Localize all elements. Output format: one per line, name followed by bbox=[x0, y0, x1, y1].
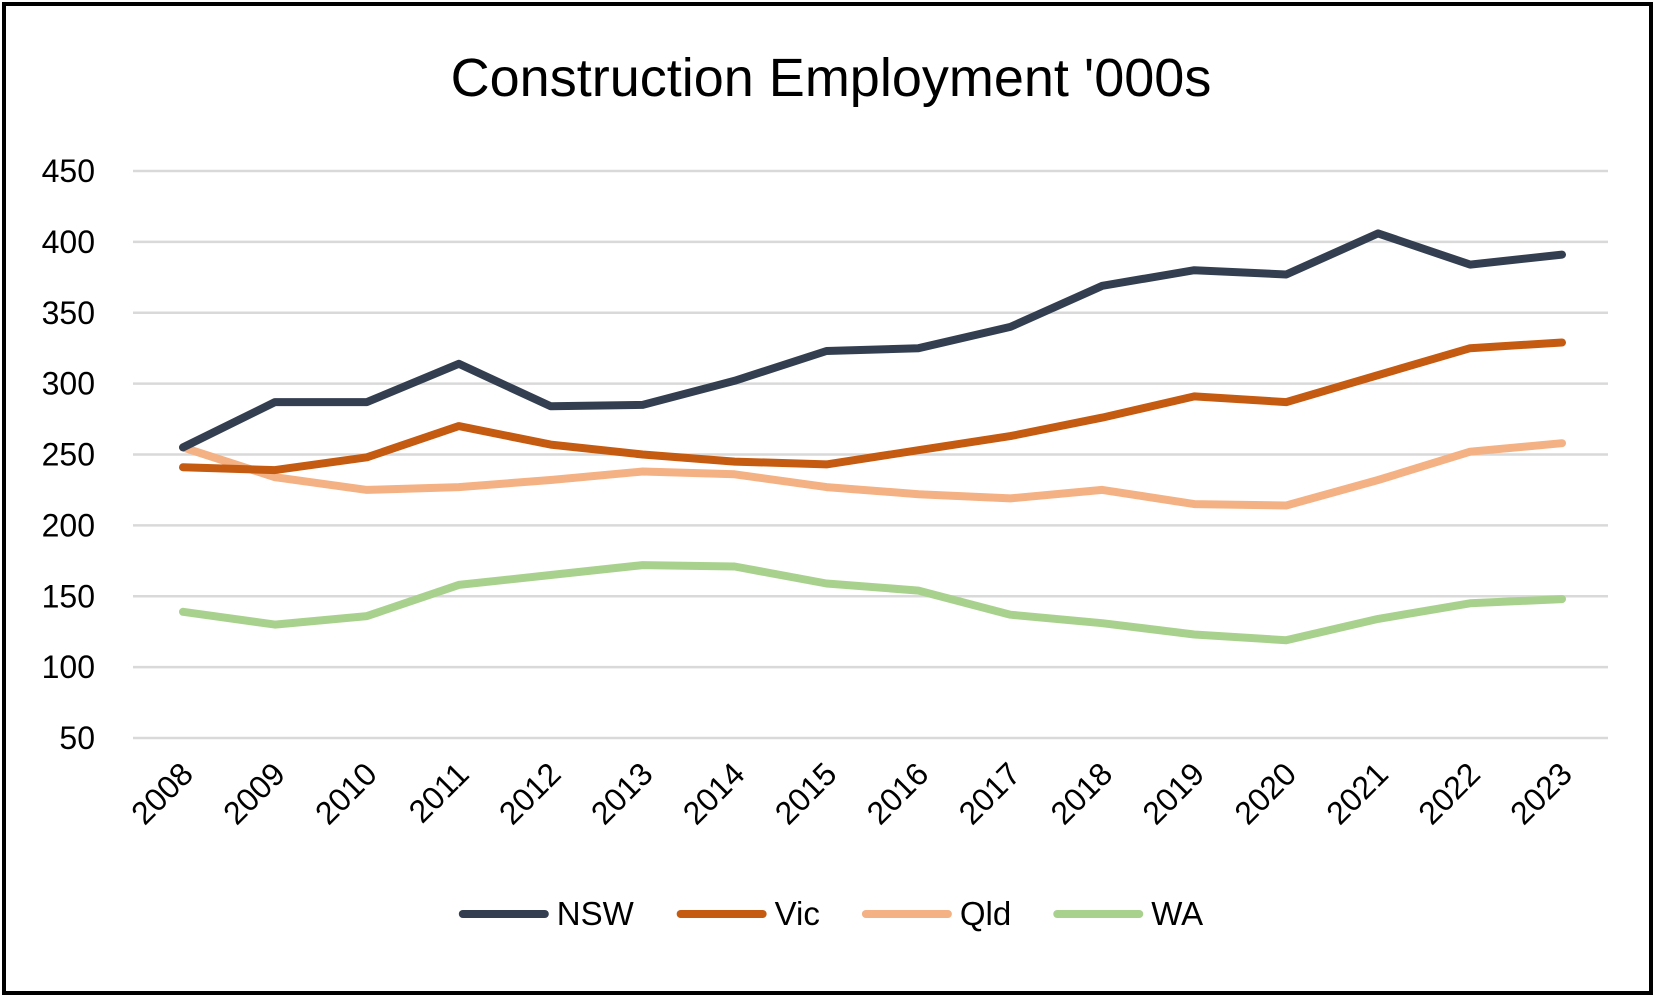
x-tick-label: 2008 bbox=[124, 755, 200, 831]
series-line-nsw bbox=[179, 229, 1566, 452]
legend-label: Qld bbox=[960, 895, 1011, 932]
y-tick-label: 250 bbox=[42, 437, 95, 473]
x-tick-label: 2015 bbox=[768, 755, 844, 831]
y-tick-label: 350 bbox=[42, 295, 95, 331]
legend-label: NSW bbox=[557, 895, 635, 932]
legend-label: WA bbox=[1151, 895, 1203, 932]
x-tick-label: 2020 bbox=[1227, 755, 1303, 831]
y-tick-label: 450 bbox=[42, 153, 95, 189]
x-tick-label: 2013 bbox=[584, 755, 660, 831]
y-tick-label: 300 bbox=[42, 366, 95, 402]
x-tick-label: 2011 bbox=[402, 755, 476, 829]
legend-item-nsw: NSW bbox=[458, 895, 635, 932]
legend-item-qld: Qld bbox=[861, 895, 1011, 932]
y-tick-label: 100 bbox=[42, 649, 95, 685]
x-tick-label: 2014 bbox=[676, 755, 752, 831]
x-tick-label: 2012 bbox=[492, 755, 568, 831]
x-tick-label: 2018 bbox=[1043, 755, 1119, 831]
legend-label: Vic bbox=[775, 895, 820, 932]
series-line-qld bbox=[179, 439, 1566, 510]
x-tick-label: 2010 bbox=[308, 755, 384, 831]
x-tick-label: 2021 bbox=[1319, 755, 1395, 831]
y-tick-label: 150 bbox=[42, 578, 95, 614]
x-tick-label: 2019 bbox=[1135, 755, 1211, 831]
y-tick-label: 400 bbox=[42, 224, 95, 260]
chart-title: Construction Employment '000s bbox=[451, 48, 1212, 108]
y-tick-label: 50 bbox=[59, 720, 95, 756]
legend-item-vic: Vic bbox=[676, 895, 820, 932]
x-tick-label: 2009 bbox=[216, 755, 292, 831]
x-tick-label: 2016 bbox=[860, 755, 936, 831]
series-line-wa bbox=[179, 561, 1566, 645]
series-lines bbox=[179, 229, 1566, 645]
y-axis-ticks: 450 400 350 300 250 200 150 100 50 bbox=[42, 153, 95, 756]
x-axis-ticks: 2008 2009 2010 2011 2012 2013 2014 2015 2016 2017… bbox=[124, 755, 1579, 831]
legend: NSW Vic Qld WA bbox=[458, 895, 1203, 932]
grid-lines bbox=[133, 169, 1608, 740]
series-line-vic bbox=[179, 338, 1566, 475]
x-tick-label: 2017 bbox=[952, 755, 1028, 831]
y-tick-label: 200 bbox=[42, 507, 95, 543]
x-tick-label: 2023 bbox=[1503, 755, 1579, 831]
legend-item-wa: WA bbox=[1053, 895, 1203, 932]
x-tick-label: 2022 bbox=[1411, 755, 1487, 831]
